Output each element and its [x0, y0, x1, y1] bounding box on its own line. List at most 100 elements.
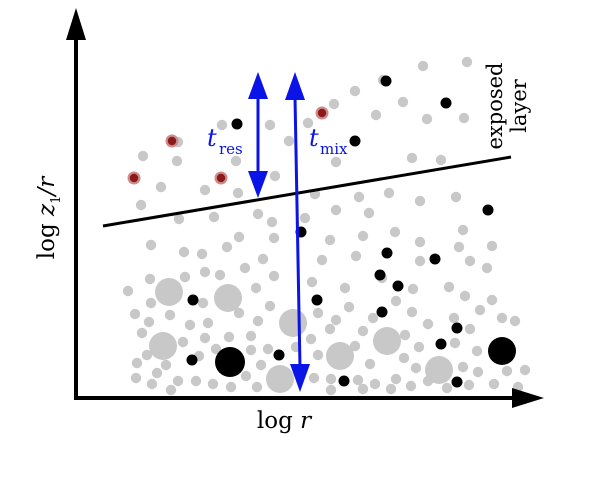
particle-grey — [457, 224, 469, 236]
particle-grey — [251, 381, 263, 393]
particle-black — [349, 135, 361, 147]
particle-grey — [299, 212, 311, 224]
particle-grey — [330, 204, 342, 216]
particle-grey — [178, 246, 190, 258]
particle-grey — [385, 383, 397, 395]
particle-grey — [312, 307, 324, 319]
t-res-label: t res — [207, 124, 243, 158]
y-axis-label-slash: /r — [34, 175, 60, 198]
particle-grey — [164, 309, 176, 321]
particle-grey — [453, 241, 465, 253]
particle-black — [273, 349, 285, 361]
exposed-label-line1: exposed — [483, 62, 507, 149]
particle-grey — [312, 349, 324, 361]
particle-black-large — [488, 337, 516, 365]
particle-grey — [173, 213, 185, 225]
particle-grey — [352, 374, 364, 386]
y-axis — [66, 8, 86, 400]
particle-grey — [233, 231, 245, 243]
particle-grey — [199, 184, 211, 196]
particle-grey — [406, 152, 418, 164]
particle-grey — [136, 327, 148, 339]
particle-black — [311, 294, 323, 306]
particle-grey — [190, 375, 202, 387]
particle-grey — [172, 375, 184, 387]
particle-grey — [457, 361, 469, 373]
particle-grey — [221, 241, 233, 253]
t-res-sub: res — [219, 140, 243, 158]
particle-grey — [306, 276, 318, 288]
particle-grey — [135, 199, 147, 211]
particle-grey — [223, 331, 235, 343]
particle-grey — [316, 254, 328, 266]
particle-grey — [325, 373, 337, 385]
particle-grey — [464, 323, 476, 335]
particle-black — [380, 75, 392, 87]
particle-grey-large — [214, 284, 242, 312]
particle-black — [429, 253, 441, 265]
particle-black — [392, 280, 404, 292]
particle-grey — [474, 304, 486, 316]
particle-grey — [252, 208, 264, 220]
particle-grey — [414, 236, 426, 248]
particle-grey — [383, 187, 395, 199]
particle-grey — [141, 349, 153, 361]
particle-grey — [207, 378, 219, 390]
particle-grey — [257, 253, 269, 265]
particle-grey — [414, 255, 426, 267]
particle-grey — [330, 314, 342, 326]
particle-grey — [196, 248, 208, 260]
particle-grey — [471, 345, 483, 357]
t-res-main: t — [207, 124, 217, 152]
particle-grey-large — [279, 309, 307, 337]
particle-grey — [245, 330, 257, 342]
y-axis-label-sub: 1 — [49, 196, 64, 204]
particle-grey — [255, 359, 267, 371]
particle-grey — [407, 283, 419, 295]
particle-grey — [216, 119, 228, 131]
particle-grey — [130, 372, 142, 384]
particle-grey — [472, 366, 484, 378]
particles — [122, 56, 531, 396]
particle-grey — [422, 318, 434, 330]
particle-grey — [129, 308, 141, 320]
particle-grey — [239, 262, 251, 274]
particle-grey — [458, 112, 470, 124]
particle-grey — [266, 216, 278, 228]
particle-grey — [399, 329, 411, 341]
particle-grey — [509, 315, 521, 327]
particle-grey — [410, 362, 422, 374]
particle-red — [167, 136, 177, 146]
particle-red — [216, 173, 226, 183]
particle-grey — [448, 312, 460, 324]
particle-grey-large — [266, 365, 294, 393]
particle-grey — [305, 333, 317, 345]
particle-black — [451, 322, 463, 334]
particle-grey — [357, 383, 369, 395]
particle-grey — [339, 282, 351, 294]
particle-black — [186, 354, 198, 366]
particle-grey — [145, 297, 157, 309]
x-axis-label-var: r — [300, 408, 313, 434]
svg-text:log z1/r: log z1/r — [34, 175, 64, 259]
particle-grey — [343, 301, 355, 313]
y-axis-label-var: z — [34, 203, 60, 217]
particle-grey — [268, 232, 280, 244]
particle-grey — [406, 306, 418, 318]
particle-grey — [464, 255, 476, 267]
exposed-label-line2: layer — [507, 78, 531, 133]
particle-grey — [369, 378, 381, 390]
particle-grey — [325, 384, 337, 396]
particle-grey — [481, 262, 493, 274]
particle-black — [435, 338, 447, 350]
particle-black — [482, 204, 494, 216]
particle-grey — [122, 285, 134, 297]
particle-black — [338, 375, 350, 387]
particle-grey — [461, 56, 473, 68]
particle-grey — [397, 96, 409, 108]
particle-grey — [245, 344, 257, 356]
particle-grey — [363, 207, 375, 219]
particle-grey — [308, 372, 320, 384]
particle-grey — [349, 85, 361, 97]
